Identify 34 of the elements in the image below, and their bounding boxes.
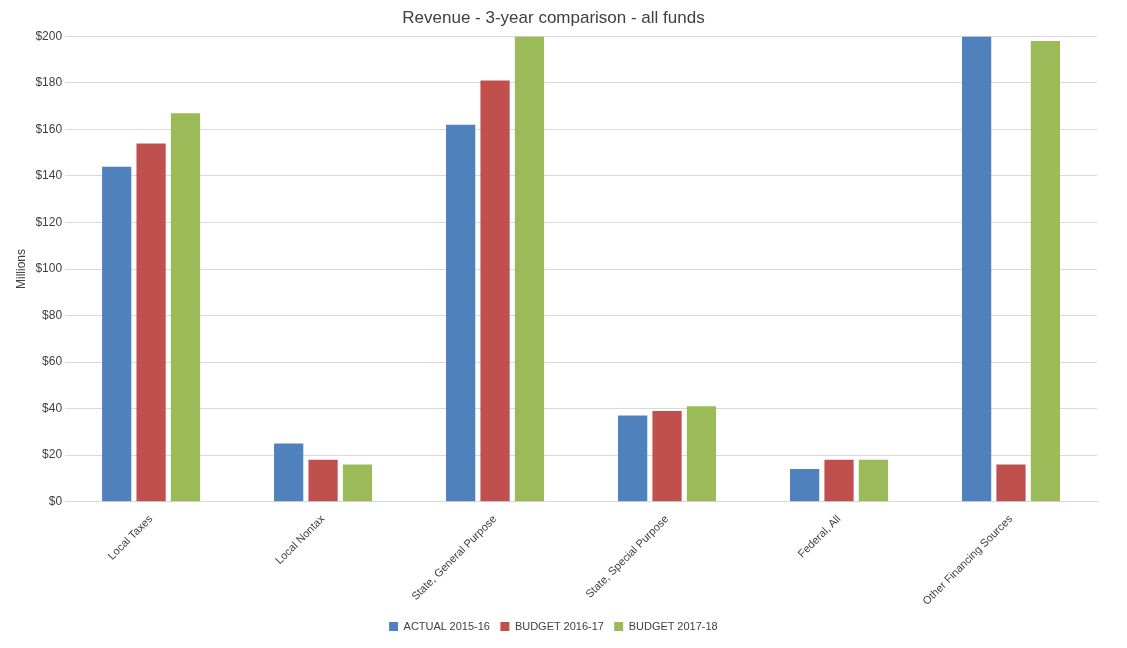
bar: [1030, 41, 1061, 502]
y-tick-label: $180: [35, 75, 63, 90]
y-tick-label: $160: [35, 121, 63, 136]
legend-label: BUDGET 2016-17: [514, 619, 604, 632]
bar: [102, 166, 132, 502]
legend-label: ACTUAL 2015-16: [403, 619, 490, 632]
y-tick-label: $200: [35, 28, 63, 43]
bar: [514, 36, 545, 502]
bar: [652, 410, 682, 502]
bar: [686, 406, 717, 502]
y-tick-label: $60: [42, 354, 63, 369]
y-tick-label: $120: [35, 214, 63, 229]
bar: [274, 443, 304, 502]
bar: [790, 469, 820, 502]
bar: [824, 459, 854, 502]
bar: [170, 113, 201, 502]
y-tick-label: $100: [35, 261, 63, 276]
bar: [858, 459, 889, 502]
bar: [996, 464, 1026, 502]
y-tick-label: $20: [42, 447, 63, 462]
bar: [961, 36, 992, 502]
bar: [308, 459, 338, 502]
bar: [618, 415, 648, 502]
y-tick-label: $0: [48, 493, 63, 508]
bar: [480, 80, 510, 502]
chart-title: Revenue - 3-year comparison - all funds: [402, 7, 705, 27]
y-axis-title: Millions: [13, 249, 28, 290]
bar: [446, 124, 476, 502]
legend-label: BUDGET 2017-18: [628, 619, 718, 632]
y-tick-label: $40: [42, 400, 63, 415]
bar: [342, 464, 373, 502]
y-tick-label: $140: [35, 168, 63, 183]
y-tick-label: $80: [42, 307, 63, 322]
bar: [136, 143, 166, 502]
